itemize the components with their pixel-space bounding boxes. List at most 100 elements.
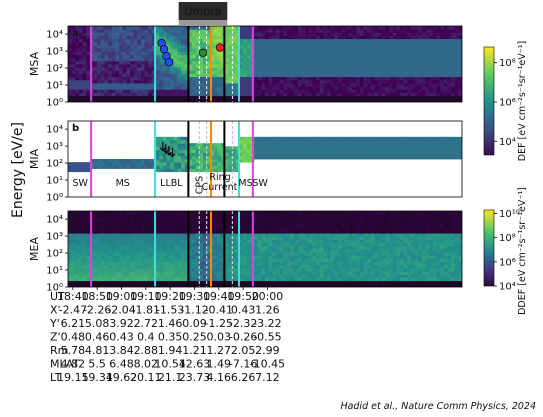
spectrogram-cell [297, 143, 302, 147]
spectrogram-cell [130, 26, 135, 30]
spectrogram-cell [206, 83, 211, 87]
spectrogram-cell [181, 95, 186, 100]
spectrogram-cell [316, 67, 321, 71]
spectrogram-cell [385, 98, 390, 102]
spectrogram-cell [440, 38, 445, 43]
spectrogram-cell [399, 45, 405, 49]
spectrogram-cell [93, 92, 98, 97]
spectrogram-cell [265, 136, 270, 141]
spectrogram-cell [155, 155, 160, 160]
spectrogram-cell [396, 149, 401, 154]
spectrogram-cell [235, 83, 240, 87]
spectrogram-cell [71, 274, 76, 278]
spectrogram-cell [130, 92, 135, 97]
spectrogram-cell [111, 242, 116, 247]
spectrogram-cell [217, 230, 222, 234]
spectrogram-cell [290, 149, 295, 154]
spectrogram-cell [235, 159, 240, 163]
spectrogram-cell [440, 51, 445, 55]
spectrogram-cell [235, 226, 240, 231]
spectrogram-cell [312, 211, 317, 215]
spectrogram-cell [389, 86, 394, 90]
spectrogram-cell [243, 70, 248, 74]
spectrogram-cell [319, 255, 324, 259]
spectrogram-cell [93, 165, 98, 169]
spectrogram-cell [356, 32, 361, 36]
spectrogram-cell [301, 149, 306, 154]
spectrogram-cell [275, 35, 280, 40]
spectrogram-cell [239, 274, 244, 278]
spectrogram-cell [228, 277, 233, 282]
spectrogram-cell [210, 162, 215, 166]
spectrogram-cell [210, 165, 215, 169]
spectrogram-cell [151, 76, 156, 81]
spectrogram-cell [370, 143, 375, 147]
spectrogram-cell [108, 76, 113, 81]
spectrogram-cell [257, 98, 262, 102]
spectrogram-cell [206, 264, 211, 269]
spectrogram-cell [86, 54, 91, 59]
spectrogram-cell [78, 67, 83, 71]
spectrogram-cell [425, 41, 430, 46]
spectrogram-cell [82, 165, 87, 169]
spectrogram-cell [305, 271, 310, 275]
spectrogram-cell [243, 98, 248, 102]
spectrogram-cell [440, 60, 445, 65]
spectrogram-cell [410, 57, 415, 62]
spectrogram-cell [170, 26, 175, 30]
spectrogram-cell [265, 277, 270, 282]
spectrogram-cell [425, 54, 430, 59]
spectrogram-cell [243, 239, 248, 244]
spectrogram-cell [137, 261, 142, 266]
spectrogram-cell [337, 32, 343, 36]
spectrogram-cell [410, 29, 415, 33]
spectrogram-cell [301, 143, 306, 147]
spectrogram-cell [286, 79, 291, 84]
spectrogram-cell [254, 242, 259, 247]
spectrogram-cell [275, 60, 280, 65]
spectrogram-cell [71, 211, 76, 215]
spectrogram-cell [319, 26, 324, 30]
spectrogram-cell [414, 57, 419, 62]
spectrogram-cell [126, 41, 131, 46]
spectrogram-cell [151, 220, 156, 225]
spectrogram-cell [301, 26, 306, 30]
spectrogram-cell [356, 155, 361, 160]
spectrogram-cell [213, 283, 218, 287]
spectrogram-cell [451, 98, 456, 102]
spectrogram-cell [224, 236, 229, 240]
spectrogram-cell [130, 261, 135, 266]
spectrogram-cell [166, 249, 171, 253]
spectrogram-cell [283, 143, 288, 147]
spectrogram-cell [301, 239, 306, 244]
spectrogram-cell [213, 83, 218, 87]
spectrogram-cell [119, 283, 124, 287]
spectrogram-cell [221, 76, 226, 81]
spectrogram-cell [159, 214, 164, 218]
spectrogram-cell [374, 45, 379, 49]
spectrogram-cell [367, 29, 372, 33]
spectrogram-cell [341, 149, 346, 154]
spectrogram-cell [429, 26, 434, 30]
spectrogram-cell [217, 79, 222, 84]
spectrogram-cell [221, 211, 226, 215]
spectrogram-cell [308, 226, 313, 231]
spectrogram-cell [228, 155, 233, 160]
spectrogram-cell [162, 280, 167, 285]
spectrogram-cell [345, 149, 350, 154]
spectrogram-cell [374, 98, 379, 102]
spectrogram-cell [122, 271, 127, 275]
spectrogram-cell [78, 29, 83, 33]
spectrogram-cell [254, 214, 259, 218]
spectrogram-cell [440, 73, 445, 78]
spectrogram-cell [166, 220, 171, 225]
spectrogram-cell [436, 70, 441, 74]
spectrogram-cell [86, 252, 91, 256]
spectrogram-cell [436, 89, 441, 93]
spectrogram-cell [370, 51, 375, 55]
spectrogram-cell [192, 38, 197, 43]
spectrogram-cell [159, 57, 164, 62]
spectrogram-cell [275, 274, 280, 278]
spectrogram-cell [429, 32, 434, 36]
spectrogram-cell [363, 98, 368, 102]
